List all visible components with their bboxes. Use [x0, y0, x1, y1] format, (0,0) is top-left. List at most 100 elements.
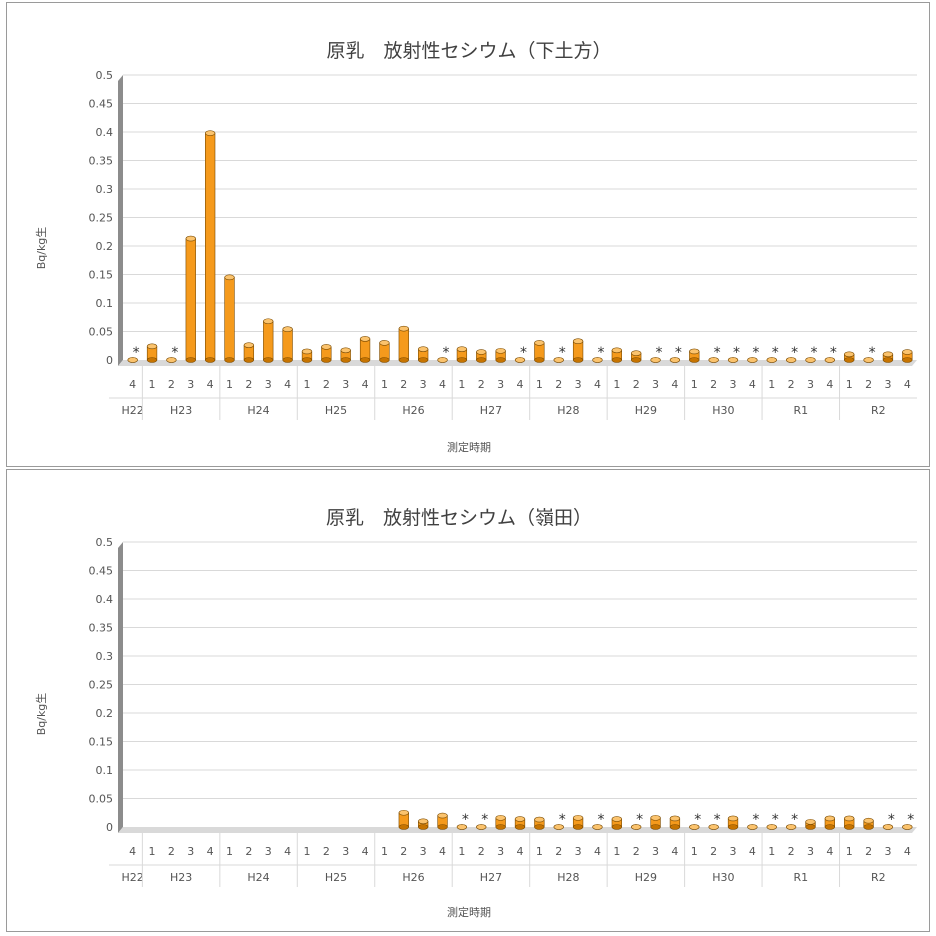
- category-label: 4: [517, 378, 524, 391]
- bar: [534, 340, 545, 363]
- bar-base: [243, 357, 255, 363]
- category-label: 2: [555, 378, 562, 391]
- category-label: 1: [691, 378, 698, 391]
- x-axis-label: 測定時期: [447, 440, 491, 454]
- bar-top: [418, 818, 429, 825]
- bar-top: [340, 347, 351, 354]
- category-label: 1: [149, 845, 156, 858]
- y-tick-label: 0.45: [89, 98, 114, 111]
- bar: [902, 824, 913, 830]
- bar-body: [282, 328, 293, 361]
- bar-top: [514, 816, 526, 822]
- nd-marker: *: [636, 812, 643, 828]
- group-label: H24: [247, 871, 269, 884]
- bar-top: [476, 824, 487, 830]
- bar: [902, 349, 913, 363]
- bar-base: [437, 824, 448, 830]
- bar: [766, 357, 777, 363]
- category-label: 3: [730, 845, 737, 858]
- bar-top: [863, 817, 874, 824]
- bar-top: [282, 326, 293, 333]
- nd-marker: *: [714, 345, 721, 361]
- chart-title: 原乳 放射性セシウム（下土方）: [326, 40, 611, 62]
- bar-base: [882, 357, 894, 363]
- category-label: 2: [788, 378, 795, 391]
- category-label: 4: [749, 378, 756, 391]
- nd-marker: *: [597, 345, 604, 361]
- group-label: H25: [325, 871, 347, 884]
- category-label: 1: [303, 845, 310, 858]
- bar: [359, 336, 371, 363]
- bar-top: [495, 815, 506, 821]
- group-label: H23: [170, 404, 192, 417]
- chart-svg-bottom: 原乳 放射性セシウム（嶺田） 測定時期 Bq/kg生 0 0.05 0.1 0.15 0…: [34, 507, 917, 919]
- bar-top: [844, 815, 855, 822]
- bar: [708, 824, 719, 830]
- bar: [146, 343, 158, 363]
- bar-base: [398, 357, 409, 363]
- category-label: 2: [478, 845, 485, 858]
- nd-marker: *: [772, 812, 779, 828]
- bar-top: [844, 351, 855, 358]
- bar-top: [534, 340, 545, 346]
- category-label: 2: [865, 845, 872, 858]
- bar-base: [301, 357, 313, 363]
- bar: [514, 816, 526, 830]
- bar: [766, 824, 777, 830]
- bar: [572, 338, 584, 363]
- axis-wall: [118, 75, 123, 366]
- nd-marker: *: [869, 345, 876, 361]
- bar-top: [689, 824, 700, 830]
- category-label: 3: [420, 845, 427, 858]
- bar-base: [611, 824, 622, 830]
- bar: [437, 357, 448, 363]
- bar: [243, 342, 255, 363]
- bar: [708, 357, 719, 363]
- category-label: 4: [439, 378, 446, 391]
- bar-base: [418, 357, 429, 363]
- category-label: 4: [594, 845, 601, 858]
- category-label: 3: [342, 378, 349, 391]
- bar-top: [631, 350, 642, 356]
- y-tick-label: 0.15: [89, 736, 114, 749]
- bar-top: [669, 815, 681, 822]
- group-label: H28: [557, 871, 579, 884]
- category-label: 4: [594, 378, 601, 391]
- bar-top: [359, 336, 371, 342]
- y-axis-label: Bq/kg生: [34, 693, 48, 736]
- bar: [727, 815, 739, 830]
- bar-top: [727, 815, 739, 822]
- group-label: H26: [402, 871, 424, 884]
- y-tick-label: 0.35: [89, 155, 114, 168]
- y-tick-label: 0.15: [89, 269, 114, 282]
- bar-top: [456, 824, 468, 830]
- axis-wall: [118, 542, 123, 833]
- bar-top: [747, 357, 758, 363]
- nd-marker: *: [772, 345, 779, 361]
- bar: [456, 824, 468, 830]
- bar-top: [650, 815, 661, 821]
- nd-marker: *: [733, 345, 740, 361]
- group-label: H22: [122, 871, 144, 884]
- bar-base: [534, 824, 545, 830]
- nd-marker: *: [481, 812, 488, 828]
- category-label: 1: [381, 845, 388, 858]
- bar-top: [805, 819, 816, 825]
- bar-base: [146, 357, 158, 363]
- bar: [127, 357, 138, 363]
- bar: [863, 357, 874, 363]
- bar-top: [902, 349, 913, 355]
- bar: [747, 357, 758, 363]
- group-label: R2: [871, 871, 886, 884]
- bar-top: [205, 130, 216, 136]
- bar-top: [379, 340, 390, 346]
- category-label: 3: [420, 378, 427, 391]
- category-label: 3: [265, 378, 272, 391]
- nd-marker: *: [830, 345, 837, 361]
- bar: [844, 815, 855, 830]
- nd-marker: *: [559, 812, 566, 828]
- y-tick-label: 0: [106, 354, 113, 367]
- category-label: 2: [865, 378, 872, 391]
- category-label: 1: [458, 378, 465, 391]
- category-label: 3: [807, 378, 814, 391]
